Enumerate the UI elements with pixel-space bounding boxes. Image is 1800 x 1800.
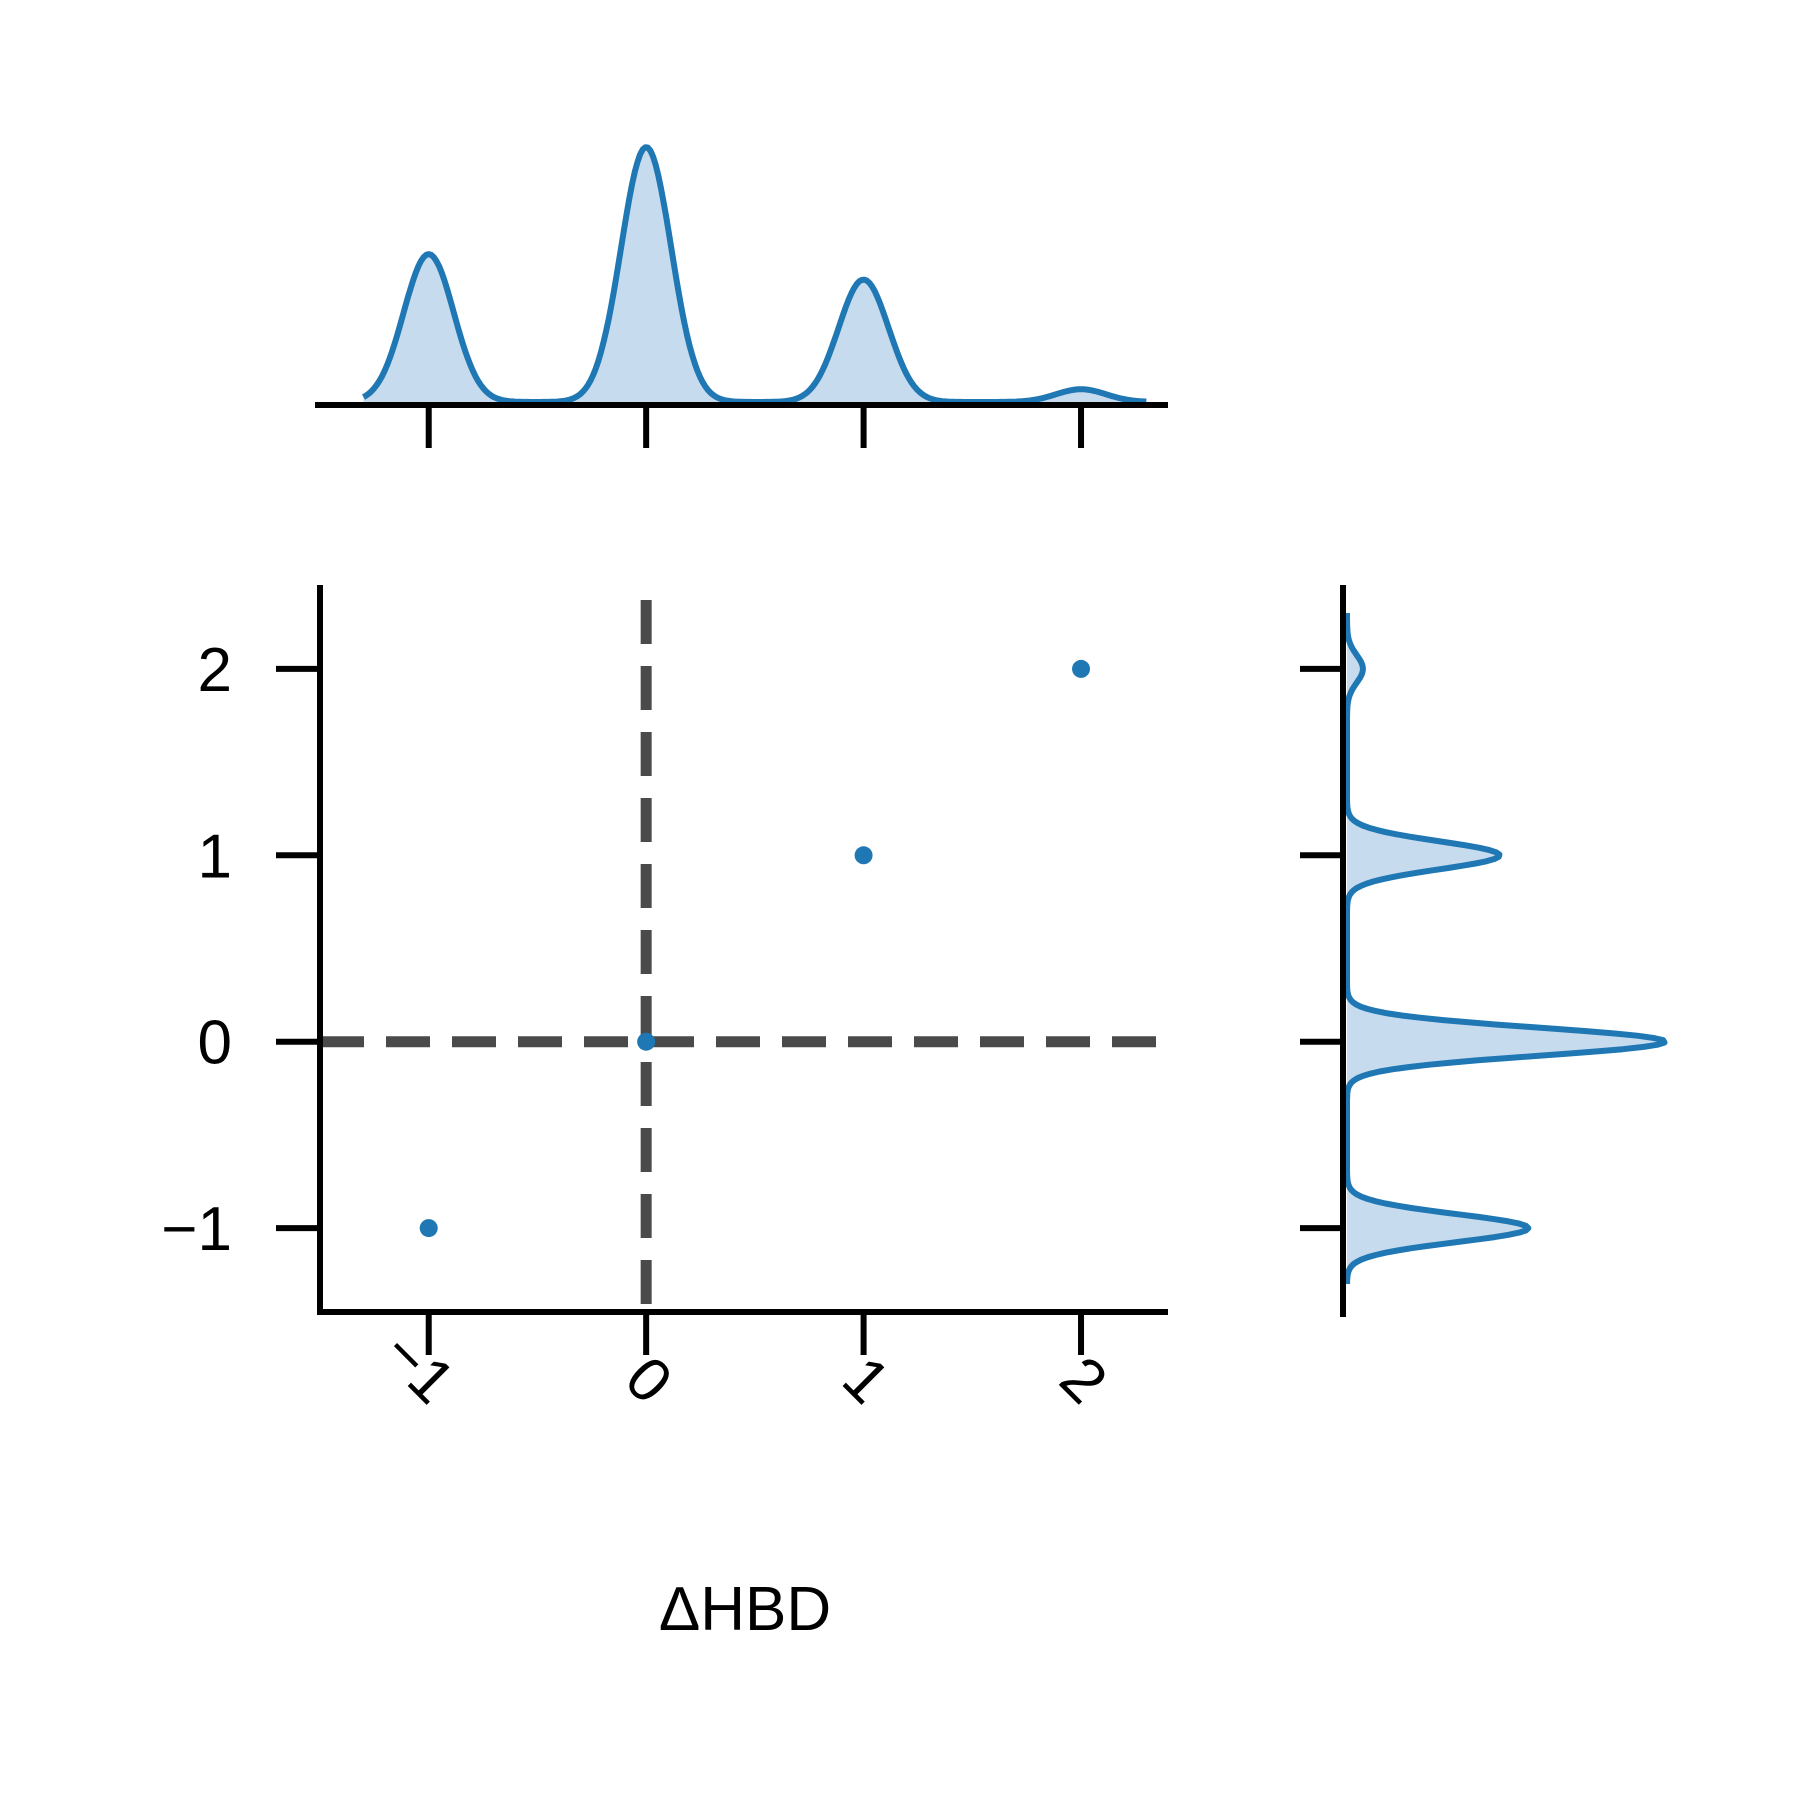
x-tick-label: 1 bbox=[829, 1344, 902, 1417]
y-tick-label: 2 bbox=[198, 636, 232, 705]
top-density-fill bbox=[363, 147, 1147, 402]
y-tick-label: −1 bbox=[161, 1195, 232, 1264]
right-marginal-density bbox=[1300, 585, 1668, 1317]
y-tick-label: 0 bbox=[198, 1009, 232, 1078]
x-tick-label: 0 bbox=[612, 1344, 685, 1417]
scatter-point bbox=[854, 846, 873, 865]
x-tick-label: 2 bbox=[1047, 1344, 1120, 1417]
top-density-line bbox=[362, 144, 1147, 405]
y-tick-label: 1 bbox=[198, 822, 232, 891]
right-density-fill bbox=[1347, 613, 1665, 1284]
x-axis-title: ΔHBD bbox=[659, 1575, 831, 1644]
right-density-line bbox=[1344, 612, 1668, 1285]
x-tick-label: −1 bbox=[369, 1318, 468, 1417]
scatter-point bbox=[1072, 659, 1091, 678]
main-scatter-panel: −1 0 1 2 −1 0 1 2 bbox=[161, 585, 1168, 1417]
top-marginal-density bbox=[315, 144, 1168, 448]
scatter-point bbox=[637, 1032, 656, 1051]
scatter-point bbox=[419, 1219, 438, 1238]
